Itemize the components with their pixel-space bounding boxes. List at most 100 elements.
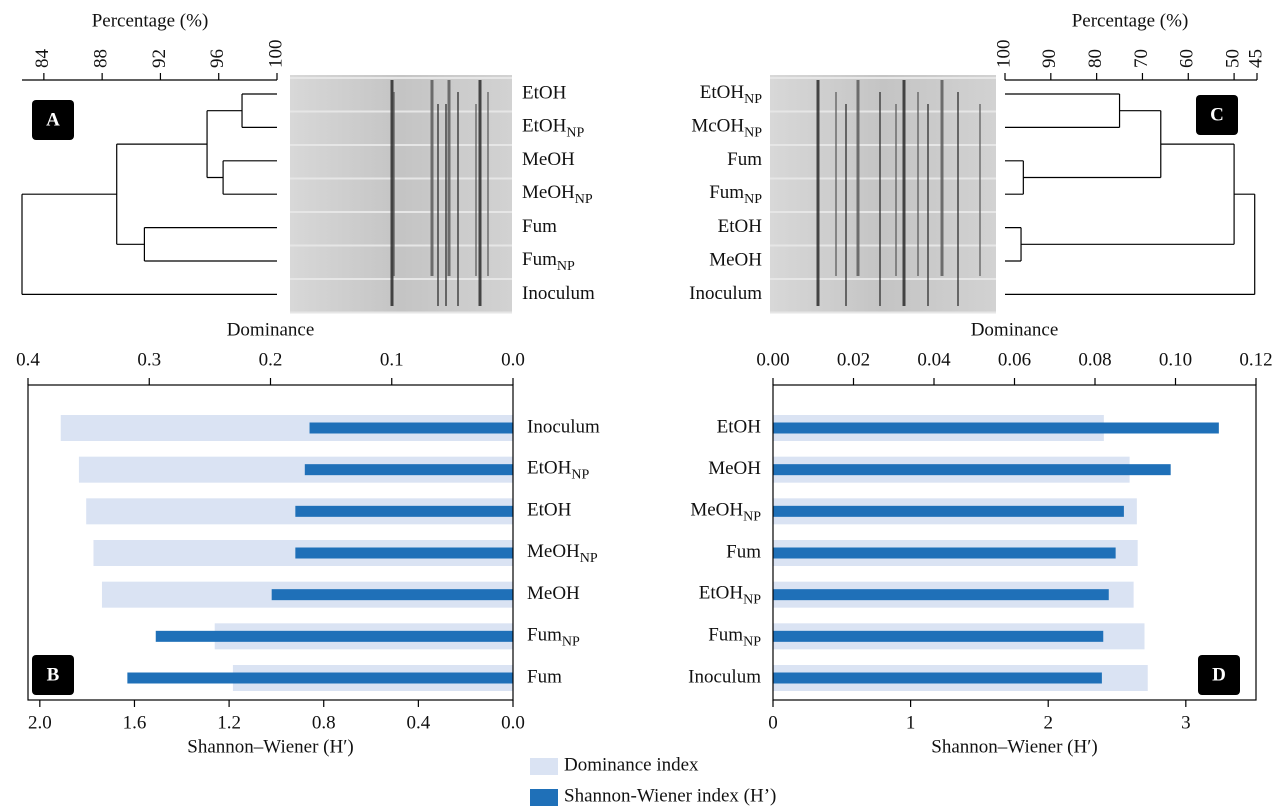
leaf-label: MeOH bbox=[709, 249, 762, 270]
x-tick-label: 50 bbox=[1222, 49, 1243, 68]
x2-tick-label: 0.1 bbox=[380, 349, 404, 370]
x2-tick-label: 0.12 bbox=[1239, 349, 1272, 370]
category-label: EtOH bbox=[527, 500, 572, 521]
panel-label: C bbox=[1210, 104, 1224, 125]
category-label: MeOHNP bbox=[690, 500, 761, 525]
panel-label: A bbox=[46, 109, 60, 130]
bar bbox=[773, 630, 1104, 642]
bar bbox=[309, 422, 513, 434]
category-label-sub: NP bbox=[580, 551, 598, 566]
category-label: Fum bbox=[726, 541, 761, 562]
axis-title: Dominance bbox=[971, 319, 1059, 340]
leaf-label-sub: NP bbox=[744, 92, 762, 107]
bar bbox=[295, 547, 513, 559]
x-tick-label: 0 bbox=[768, 712, 778, 733]
bar bbox=[773, 505, 1124, 517]
bar bbox=[304, 464, 513, 476]
axis-title: Percentage (%) bbox=[1072, 10, 1189, 31]
category-label: EtOHNP bbox=[699, 583, 761, 608]
x-tick-label: 100 bbox=[265, 40, 286, 69]
leaf-label: Fum bbox=[522, 216, 557, 237]
x2-tick-label: 0.06 bbox=[998, 349, 1031, 370]
x-tick-label: 45 bbox=[1245, 49, 1266, 68]
x-tick-label: 90 bbox=[1039, 49, 1060, 68]
axis-title: Percentage (%) bbox=[92, 10, 209, 31]
legend-label: Dominance index bbox=[564, 754, 699, 775]
gel-image bbox=[290, 75, 512, 313]
category-label-sub: NP bbox=[562, 635, 580, 650]
bar bbox=[295, 505, 513, 517]
panel-label-box bbox=[1198, 655, 1240, 695]
axis-title: Shannon–Wiener (H′) bbox=[187, 736, 353, 757]
leaf-label-sub: NP bbox=[557, 259, 575, 274]
x2-tick-label: 0.00 bbox=[756, 349, 789, 370]
category-label-main: MeOH bbox=[690, 500, 743, 521]
x-tick-label: 3 bbox=[1181, 712, 1191, 733]
leaf-label-sub: NP bbox=[744, 126, 762, 141]
x-tick-label: 100 bbox=[993, 40, 1014, 69]
category-label: FumNP bbox=[527, 625, 580, 650]
x2-tick-label: 0.4 bbox=[16, 349, 40, 370]
leaf-label: FumNP bbox=[709, 183, 762, 208]
panel-label: D bbox=[1212, 664, 1226, 685]
x-tick-label: 0.0 bbox=[501, 712, 525, 733]
bar bbox=[155, 630, 513, 642]
x-tick-label: 84 bbox=[32, 49, 53, 69]
bar bbox=[271, 589, 513, 601]
leaf-label-main: McOH bbox=[691, 116, 744, 137]
x2-tick-label: 0.0 bbox=[501, 349, 525, 370]
x-tick-label: 0.4 bbox=[406, 712, 430, 733]
leaf-label: EtOH bbox=[718, 216, 763, 237]
category-label-main: Fum bbox=[708, 625, 743, 646]
panel-label-box bbox=[1196, 95, 1238, 135]
panel-label-box bbox=[32, 100, 74, 140]
axis-title: Dominance bbox=[227, 319, 315, 340]
category-label: Inoculum bbox=[688, 666, 761, 687]
x2-tick-label: 0.04 bbox=[917, 349, 951, 370]
category-label-sub: NP bbox=[743, 510, 761, 525]
x-tick-label: 2 bbox=[1043, 712, 1053, 733]
x-tick-label: 92 bbox=[149, 49, 170, 68]
category-label-main: EtOH bbox=[699, 583, 744, 604]
bar bbox=[773, 422, 1219, 434]
x-tick-label: 1.6 bbox=[123, 712, 147, 733]
x2-tick-label: 0.10 bbox=[1159, 349, 1192, 370]
bar bbox=[773, 464, 1171, 476]
x-tick-label: 60 bbox=[1177, 49, 1198, 68]
x2-tick-label: 0.2 bbox=[259, 349, 283, 370]
x-tick-label: 1 bbox=[906, 712, 916, 733]
category-label-sub: NP bbox=[743, 635, 761, 650]
category-label-main: EtOH bbox=[527, 458, 572, 479]
category-label: EtOH bbox=[717, 416, 762, 437]
bar bbox=[773, 589, 1109, 601]
panel-label-box bbox=[32, 655, 74, 695]
leaf-label-main: EtOH bbox=[700, 82, 745, 103]
category-label: MeOHNP bbox=[527, 541, 598, 566]
leaf-label: Inoculum bbox=[689, 283, 762, 304]
leaf-label: FumNP bbox=[522, 249, 575, 274]
category-label: MeOH bbox=[708, 458, 761, 479]
leaf-label-main: EtOH bbox=[522, 116, 567, 137]
category-label: EtOHNP bbox=[527, 458, 589, 483]
x2-tick-label: 0.08 bbox=[1078, 349, 1111, 370]
panel-label: B bbox=[47, 664, 60, 685]
leaf-label-sub: NP bbox=[566, 126, 584, 141]
category-label-main: Fum bbox=[527, 625, 562, 646]
x-tick-label: 1.2 bbox=[217, 712, 241, 733]
leaf-label: McOHNP bbox=[691, 116, 762, 141]
x-tick-label: 80 bbox=[1085, 49, 1106, 68]
bar bbox=[773, 547, 1116, 559]
x-tick-label: 2.0 bbox=[28, 712, 52, 733]
legend-swatch bbox=[530, 789, 558, 806]
leaf-label-sub: NP bbox=[744, 192, 762, 207]
x-tick-label: 70 bbox=[1131, 49, 1152, 68]
category-label-sub: NP bbox=[743, 593, 761, 608]
leaf-label: EtOHNP bbox=[700, 82, 762, 107]
bar bbox=[127, 672, 514, 684]
category-label: MeOH bbox=[527, 583, 580, 604]
x2-tick-label: 0.3 bbox=[137, 349, 161, 370]
category-label-main: MeOH bbox=[527, 541, 580, 562]
bar bbox=[773, 672, 1102, 684]
x-tick-label: 88 bbox=[91, 49, 112, 68]
category-label: Fum bbox=[527, 666, 562, 687]
